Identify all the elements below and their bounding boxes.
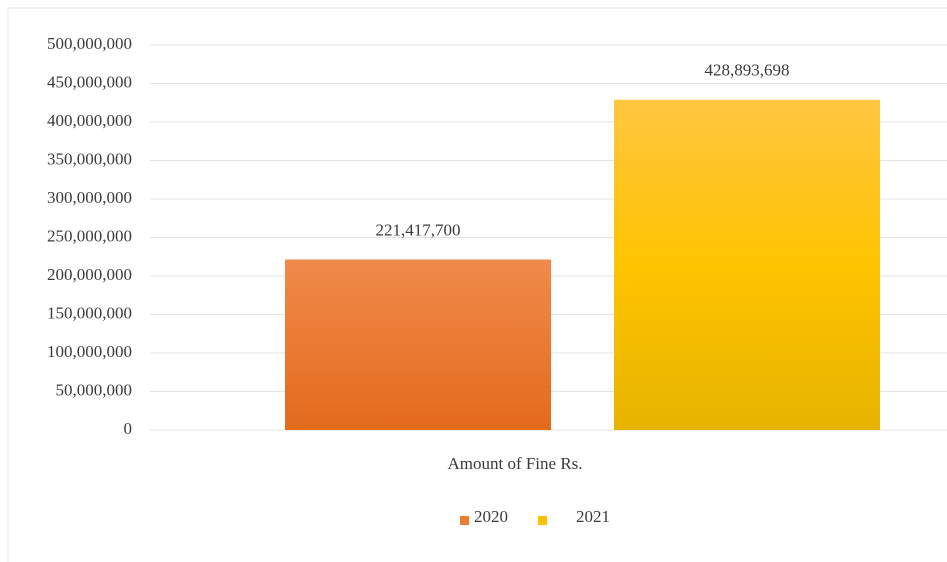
y-tick-label: 300,000,000 [47,188,132,207]
y-tick-label: 150,000,000 [47,303,132,322]
y-tick-label: 400,000,000 [47,111,132,130]
legend-swatch [538,516,547,525]
y-tick-label: 100,000,000 [47,342,132,361]
legend-label: 2020 [474,507,508,526]
bar [285,259,551,430]
y-tick-label: 0 [124,419,133,438]
data-label: 428,893,698 [705,61,790,80]
y-tick-label: 450,000,000 [47,72,132,91]
frame [7,7,947,562]
y-tick-label: 500,000,000 [47,34,132,53]
data-label: 221,417,700 [376,220,461,239]
y-tick-label: 350,000,000 [47,149,132,168]
x-tick-label: Amount of Fine Rs. [447,454,582,473]
legend-label: 2021 [576,507,610,526]
y-tick-label: 250,000,000 [47,226,132,245]
legend-swatch [460,516,469,525]
y-tick-label: 50,000,000 [56,380,133,399]
y-tick-label: 200,000,000 [47,265,132,284]
bar [614,99,880,430]
